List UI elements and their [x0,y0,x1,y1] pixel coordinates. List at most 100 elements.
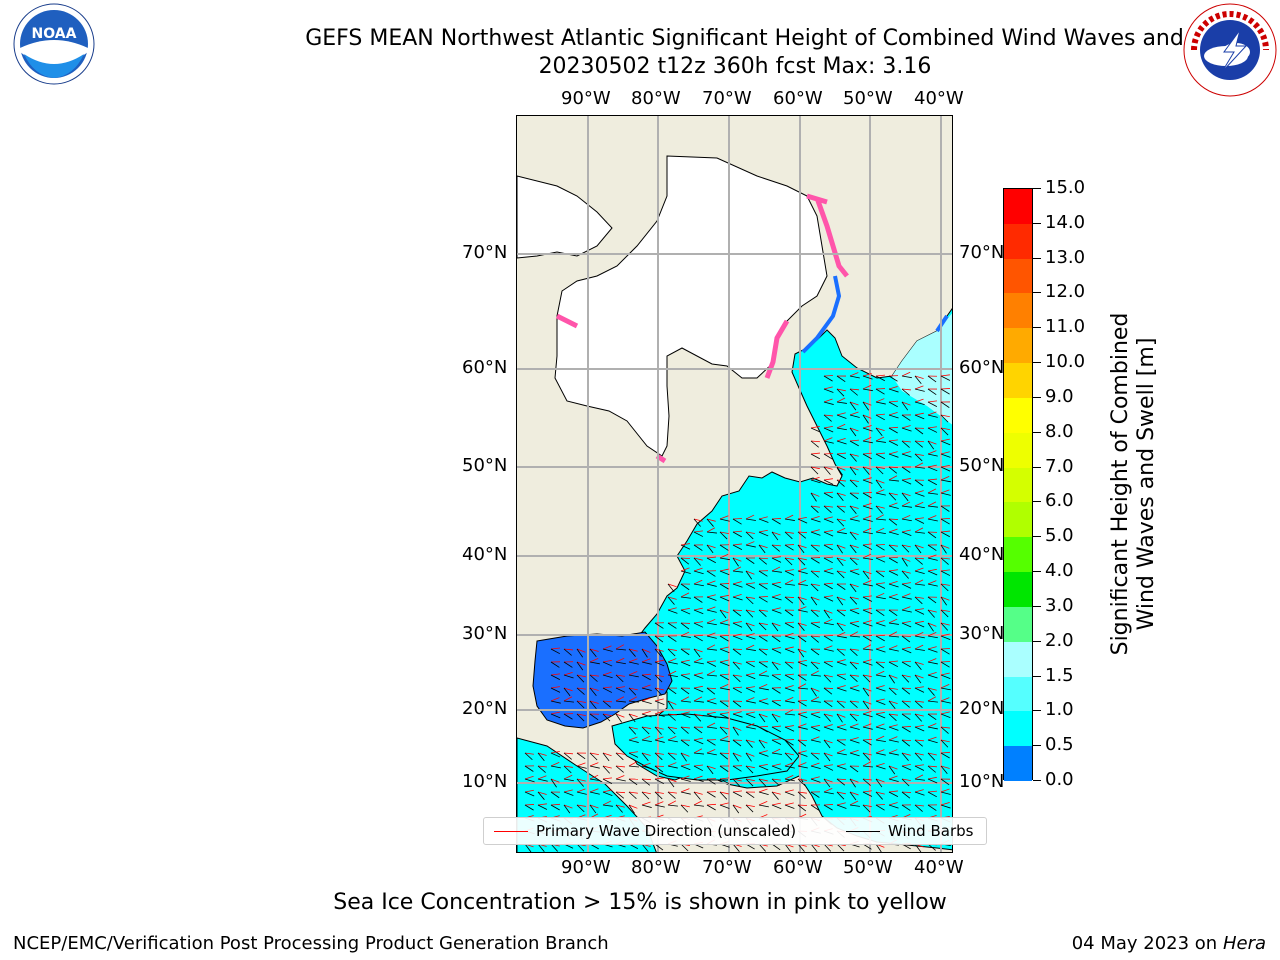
colorbar-tick-mark [1033,640,1041,642]
lat-label-right: 10°N [959,771,1005,792]
wind-barb [927,778,938,784]
wave-direction-arrow [615,791,626,794]
wave-direction-arrow [758,713,768,718]
colorbar-tick-label: 8.0 [1045,420,1074,442]
colorbar-band [1004,432,1032,469]
wind-barb [797,583,808,586]
wind-barb [927,804,937,811]
wave-direction-arrow [628,671,638,676]
wind-barb [784,843,792,852]
wind-barb [927,843,936,851]
wind-barb [901,661,911,668]
wave-direction-arrow [849,453,859,457]
wind-barb [641,804,652,808]
wind-barb [797,700,807,707]
wave-direction-arrow [888,713,898,716]
wind-barb [823,713,831,722]
wave-direction-arrow [797,804,808,806]
wind-barb [784,674,794,681]
wind-barb [667,622,677,629]
wave-direction-arrow [901,778,911,781]
wind-barb [849,674,858,682]
wind-barb [875,713,886,719]
wave-direction-arrow [589,752,599,755]
wind-barb [836,570,845,579]
wave-direction-arrow [862,491,873,494]
wind-barb [784,726,795,732]
wind-barb [680,583,690,591]
wind-barb [836,531,847,535]
wave-direction-arrow [862,543,872,546]
wind-barb [563,687,571,697]
wave-direction-arrow [641,726,651,729]
wind-barb [706,778,716,785]
wind-barb [784,596,794,604]
wind-barb [823,765,834,771]
wave-direction-arrow [810,776,820,780]
wave-direction-arrow [875,711,885,715]
wind-barb [667,635,677,642]
wind-barb [940,453,951,458]
wind-barb [693,700,704,703]
wind-barb [940,674,951,680]
wind-barb [719,635,729,642]
wave-direction-arrow [745,609,755,613]
colorbar-band [1004,328,1032,364]
wind-barb [758,739,766,749]
wind-barb [862,518,873,522]
wind-barb [875,726,886,730]
colorbar-band [1004,502,1032,538]
wind-barb [797,648,805,658]
wave-direction-arrow [641,778,652,781]
wind-barb [537,791,545,800]
wave-direction-arrow [667,778,677,783]
wind-barb [732,843,740,852]
wave-direction-arrow [940,465,950,468]
wind-barb [875,583,886,589]
wave-direction-arrow [823,674,833,678]
wave-direction-arrow [693,530,703,533]
map-panel[interactable] [516,115,953,853]
wind-barb [680,765,691,771]
wind-barb [888,531,899,536]
wind-barb [563,791,574,796]
wave-direction-arrow [875,527,885,533]
wind-barb [927,661,938,665]
wind-barb [823,726,834,731]
wave-direction-arrow [706,518,716,522]
wave-direction-arrow [888,426,899,429]
wind-barb [797,765,808,769]
wind-barb [680,609,691,615]
wind-barb [823,440,834,444]
wind-barb [875,804,885,811]
colorbar-band [1004,606,1032,643]
wind-barb [862,804,871,813]
wave-direction-arrow [823,618,833,624]
wind-barb [888,700,896,710]
sea-ice-note: Sea Ice Concentration > 15% is shown in … [333,890,947,915]
wind-barb [849,687,860,692]
wave-direction-arrow [836,631,846,637]
wave-direction-arrow [862,515,872,520]
wave-direction-arrow [927,765,937,768]
wind-barb [823,557,833,564]
wave-direction-arrow [706,606,716,611]
wind-barb [784,752,793,761]
wind-barb [758,570,768,577]
wind-barb [628,687,637,696]
wave-direction-arrow [940,557,950,560]
wave-direction-arrow [628,736,638,741]
wave-direction-arrow [875,670,885,676]
wave-direction-arrow [771,778,781,781]
wind-barb [940,726,949,734]
wave-direction-arrow [849,596,859,600]
wave-direction-arrow [654,801,664,806]
wind-barb [927,791,937,798]
wind-barb [914,752,923,761]
wind-barb [654,804,665,808]
wave-direction-arrow [719,791,729,795]
wind-barb [862,739,872,746]
wave-direction-arrow [797,516,807,520]
wind-barb [940,401,950,408]
wind-barb [719,674,729,681]
